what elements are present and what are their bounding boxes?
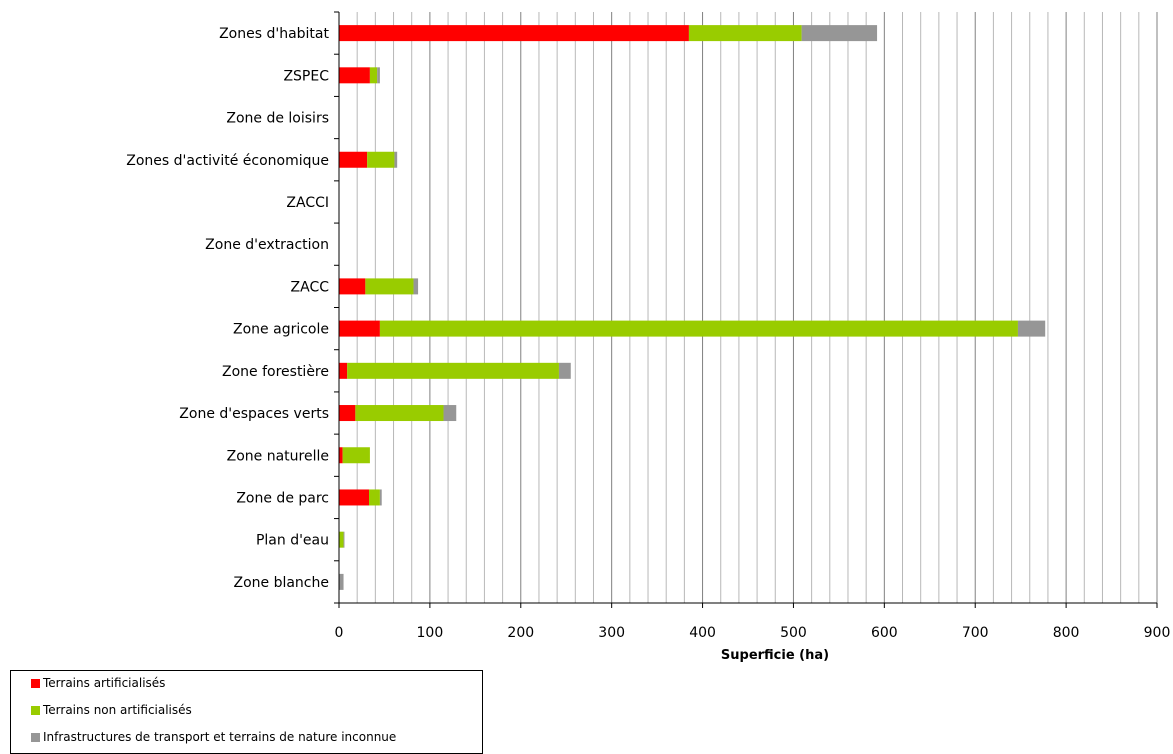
category-label: ZACC: [291, 279, 330, 295]
bar-segment: [339, 362, 348, 379]
category-label: Zones d'habitat: [219, 26, 329, 42]
bar-segment: [801, 25, 878, 42]
x-tick-label: 400: [689, 625, 716, 641]
x-tick-label: 0: [335, 625, 344, 641]
bar-segment: [339, 447, 343, 464]
gridlines: [338, 12, 1158, 603]
x-tick-label: 700: [962, 625, 989, 641]
axes: [334, 11, 1158, 608]
category-label: Zone d'espaces verts: [179, 406, 329, 422]
bar-segment: [339, 405, 356, 422]
legend-item: Terrains artificialisés: [31, 676, 165, 690]
bar-segment: [342, 447, 370, 464]
bar-segment: [558, 362, 571, 379]
x-tick-label: 900: [1144, 625, 1171, 641]
bar-segment: [688, 25, 802, 42]
bar-segment: [394, 151, 398, 168]
bar-segment: [339, 67, 370, 84]
legend: Terrains artificialisés Terrains non art…: [10, 670, 483, 754]
legend-swatch: [31, 732, 40, 742]
x-tick-label: 500: [780, 625, 807, 641]
bar-segment: [343, 531, 345, 548]
bar-segment: [347, 362, 559, 379]
bar-segment: [339, 573, 344, 590]
category-label: Zone de loisirs: [226, 111, 329, 127]
category-label: Zone blanche: [233, 575, 329, 591]
bars: [339, 25, 1046, 590]
bar-segment: [379, 320, 1018, 337]
bar-segment: [379, 489, 382, 506]
bar-segment: [413, 278, 419, 295]
bar-segment: [369, 67, 378, 84]
x-tick-label: 200: [507, 625, 534, 641]
bar-segment: [365, 278, 414, 295]
category-label: Zone agricole: [233, 322, 329, 338]
bar-segment: [339, 320, 380, 337]
bar-segment: [367, 151, 395, 168]
legend-item: Infrastructures de transport et terrains…: [31, 730, 396, 744]
x-tick-label: 300: [598, 625, 625, 641]
bar-segment: [377, 67, 380, 84]
legend-item: Terrains non artificialisés: [31, 703, 192, 717]
category-label: ZACCI: [286, 195, 329, 211]
bar-segment: [1017, 320, 1046, 337]
legend-label: Terrains non artificialisés: [43, 703, 192, 717]
category-label: Zone de parc: [236, 490, 329, 506]
bar-segment: [339, 489, 369, 506]
bar-segment: [339, 25, 689, 42]
legend-swatch: [31, 678, 40, 688]
legend-swatch: [31, 705, 40, 715]
category-label: ZSPEC: [283, 68, 329, 84]
category-label: Zone naturelle: [227, 448, 329, 464]
stacked-bar-chart: Zones d'habitat ZSPEC Zone de loisirs Zones…: [126, 11, 1171, 663]
category-label: Plan d'eau: [256, 533, 329, 549]
category-label: Zones d'activité économique: [126, 153, 329, 169]
category-label: Zone forestière: [222, 364, 329, 380]
x-axis-label: Superficie (ha): [721, 648, 829, 663]
bar-segment: [355, 405, 444, 422]
category-labels: Zones d'habitat ZSPEC Zone de loisirs Zones…: [126, 26, 329, 591]
bar-segment: [339, 151, 368, 168]
x-tick-label: 100: [417, 625, 444, 641]
bar-segment: [368, 489, 380, 506]
bar-segment: [339, 531, 344, 548]
legend-label: Infrastructures de transport et terrains…: [43, 730, 397, 744]
tick-labels: 0 100 200 300 400 500 600 700 800 900: [335, 625, 1171, 641]
bar-segment: [443, 405, 457, 422]
legend-label: Terrains artificialisés: [43, 676, 166, 690]
x-tick-label: 600: [871, 625, 898, 641]
category-label: Zone d'extraction: [205, 237, 329, 253]
x-tick-label: 800: [1053, 625, 1080, 641]
bar-segment: [339, 278, 366, 295]
